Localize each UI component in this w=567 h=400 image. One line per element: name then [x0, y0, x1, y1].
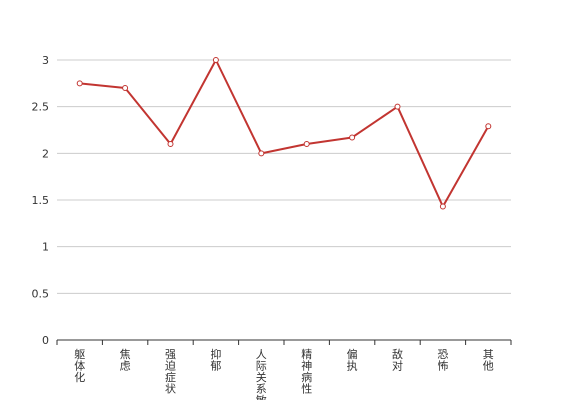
y-tick-label: 2: [42, 147, 49, 160]
x-tick-label: 焦虑: [120, 348, 131, 373]
series-line: [79, 59, 490, 208]
x-tick-label-char: 躯: [74, 348, 85, 361]
x-tick-label-char: 神: [301, 359, 312, 373]
x-tick-label: 偏执: [347, 347, 358, 373]
x-tick-label: 其他: [483, 348, 494, 373]
x-tick-label-char: 执: [347, 359, 358, 373]
data-point[interactable]: [439, 203, 446, 210]
x-tick-label-char: 强: [165, 348, 176, 361]
x-tick-label-char: 体: [74, 359, 85, 373]
y-tick-label: 1.5: [32, 194, 50, 207]
series-layer: [76, 57, 492, 210]
x-tick-label-char: 迫: [165, 359, 176, 373]
data-point[interactable]: [485, 123, 492, 130]
x-tick-label-char: 抑: [210, 347, 221, 361]
x-tick-label: 人际关系敏感: [256, 348, 267, 400]
y-tick-label: 3: [42, 54, 49, 67]
x-tick-label-char: 焦: [120, 348, 131, 361]
x-tick-label-char: 化: [74, 370, 85, 384]
x-tick-label-char: 敏: [256, 393, 267, 400]
x-tick-label-char: 人: [256, 348, 267, 361]
data-point[interactable]: [122, 85, 129, 91]
x-tick-label-char: 虑: [120, 360, 131, 373]
x-tick-label: 强迫症状: [165, 348, 176, 396]
x-tick-label-char: 精: [301, 348, 312, 361]
x-tick-label: 敌对: [392, 347, 403, 373]
x-tick-label-char: 郁: [210, 359, 221, 373]
data-point[interactable]: [258, 150, 265, 157]
x-tick-label-char: 怖: [437, 359, 448, 373]
data-point[interactable]: [76, 80, 83, 87]
data-point[interactable]: [212, 57, 219, 63]
x-tick-label-char: 性: [301, 382, 312, 396]
x-tick-label-char: 状: [165, 382, 176, 396]
x-tick-label-char: 对: [392, 359, 403, 373]
x-tick-label-char: 偏: [347, 347, 358, 361]
data-point[interactable]: [349, 134, 356, 141]
x-tick-label-char: 系: [256, 383, 267, 396]
x-tick-label-char: 症: [165, 370, 176, 384]
y-tick-label: 1: [42, 241, 49, 254]
x-tick-label: 抑郁: [210, 347, 221, 373]
data-point[interactable]: [167, 141, 174, 147]
x-tick-label: 精神病性: [301, 348, 312, 396]
x-tick-label-char: 关: [256, 370, 267, 384]
x-tick-label: 躯体化: [74, 348, 85, 384]
x-tick-label-char: 他: [483, 360, 494, 373]
x-tick-label-char: 敌: [392, 347, 403, 361]
data-point[interactable]: [303, 141, 310, 147]
data-point[interactable]: [394, 103, 401, 110]
x-tick-label: 恐怖: [437, 348, 448, 373]
x-tick-label-char: 病: [301, 370, 312, 384]
y-axis: 0 0.5 1 1.5 2 2.5 3: [32, 54, 50, 347]
grid-lines: [57, 59, 511, 294]
x-tick-label-char: 恐: [437, 348, 448, 361]
x-tick-label-char: 其: [483, 348, 494, 361]
x-axis: 躯体化 焦虑 强迫症状 抑郁 人际关系敏感 精神病性 偏执 敌对 恐怖 其他: [56, 339, 512, 400]
x-tick-label-char: 际: [256, 360, 267, 373]
y-tick-label: 0.5: [32, 287, 50, 300]
y-tick-label: 0: [42, 334, 49, 347]
y-tick-label: 2.5: [32, 101, 50, 114]
